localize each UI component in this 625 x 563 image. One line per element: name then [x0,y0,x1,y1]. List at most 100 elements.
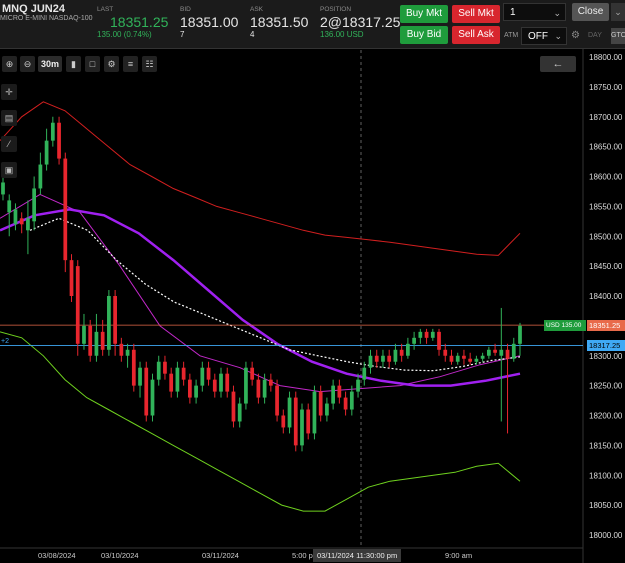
candle-body [281,415,286,428]
candle-body [19,218,24,225]
candle-body [468,358,473,362]
close-menu-chevron-icon[interactable]: ⌄ [611,3,625,21]
candle-body [406,343,410,356]
instrument-description: MICRO E-MINI NASDAQ-100 [0,15,93,22]
candle-body [343,397,348,410]
zoom-in-icon[interactable]: ⊕ [2,56,17,72]
instrument-symbol[interactable]: MNQ JUN24 [2,3,65,15]
candle-body [206,367,211,380]
candle-body [424,331,429,338]
last-price: 18351.25 [110,14,169,30]
candle-body [219,373,223,392]
bid-size: 7 [180,30,185,39]
candle-body [505,349,510,359]
atm-strategy-select[interactable]: OFF ⌄ [521,27,567,45]
close-position-button[interactable]: Close [572,3,609,21]
candle-body [113,296,117,344]
candle-body [293,397,298,446]
zoom-out-icon[interactable]: ⊖ [20,56,35,72]
candle-body [325,403,329,416]
candle-body [107,296,111,350]
y-tick-label: 18150.00 [589,441,623,450]
candle-body [156,361,161,380]
purple-ma-line [0,208,521,387]
candle-body [356,379,360,392]
ask-price: 18351.50 [250,14,309,30]
gear-icon[interactable]: ⚙ [571,30,580,41]
candle-body [38,164,43,189]
arrow-left-icon[interactable]: ← [540,56,576,72]
tif-day-option[interactable]: DAY [588,32,602,39]
candle-body [275,385,279,416]
white-ma-line [29,217,521,372]
candle-body [318,391,323,416]
candle-body [125,349,130,356]
timeframe-button[interactable]: 30m [38,56,62,72]
y-tick-label: 18200.00 [589,412,623,421]
candle-body [250,367,255,380]
y-tick-label: 18250.00 [589,382,623,391]
last-change: 135.00 (0.74%) [97,30,152,39]
candle-body [474,358,479,362]
indicators-icon[interactable]: ≡ [123,56,138,72]
candle-body [7,200,12,213]
candle-body [300,409,304,446]
x-axis-label: 03/08/2024 [38,551,76,560]
candle-body [287,397,292,428]
y-tick-label: 18450.00 [589,262,623,271]
buy-bid-button[interactable]: Buy Bid [400,26,448,44]
bid-price: 18351.00 [180,14,239,30]
candle-body [50,122,55,141]
candle-body [499,349,504,356]
y-tick-label: 18300.00 [589,352,623,361]
candle-body [306,409,311,434]
lock-icon[interactable]: ▣ [1,162,17,178]
atm-value: OFF [528,31,548,42]
candle-body [262,379,267,398]
atm-label: ATM [504,32,519,39]
position-label: POSITION [320,6,352,13]
upper-band-line [0,101,521,256]
sell-ask-button[interactable]: Sell Ask [452,26,500,44]
candle-body [381,355,385,362]
select-area-icon[interactable]: □ [85,56,100,72]
candle-body [119,343,124,356]
tif-gtc-option[interactable]: GTC [611,28,625,44]
position-price-tag: 18317.25 [587,340,625,351]
candle-body [349,391,354,410]
candle-body [518,325,522,344]
templates-icon[interactable]: ☷ [142,56,157,72]
candle-body [150,379,155,416]
crosshair-icon[interactable]: ✛ [1,84,17,100]
y-tick-label: 18650.00 [589,143,623,152]
candle-body [100,331,105,350]
candle-body [187,379,192,398]
y-tick-label: 18400.00 [589,292,623,301]
chevron-down-icon: ⌄ [553,8,561,18]
data-box-icon[interactable]: ▤ [1,110,17,126]
candle-body [13,209,18,225]
candle-body [57,122,61,159]
y-tick-label: 18500.00 [589,232,623,241]
quantity-select[interactable]: 1 ⌄ [503,3,566,21]
sell-market-button[interactable]: Sell Mkt [452,5,500,23]
candle-body [75,266,80,344]
bid-label: BID [180,6,191,13]
candle-body [69,260,74,296]
position-value: 2@18317.25 [320,14,401,30]
candle-body [443,349,448,356]
candle-body [225,373,230,392]
properties-icon[interactable]: ⚙ [104,56,119,72]
bar-type-icon[interactable]: ▮ [66,56,81,72]
candle-body [131,349,136,386]
draw-line-icon[interactable]: ⁄ [1,136,17,152]
y-tick-label: 18750.00 [589,83,623,92]
buy-market-button[interactable]: Buy Mkt [400,5,448,23]
x-axis-label: 03/10/2024 [101,551,139,560]
candle-body [462,355,466,359]
quantity-value: 1 [510,7,516,18]
candle-body [486,349,491,356]
candle-body [437,331,441,350]
candle-body [480,355,485,359]
